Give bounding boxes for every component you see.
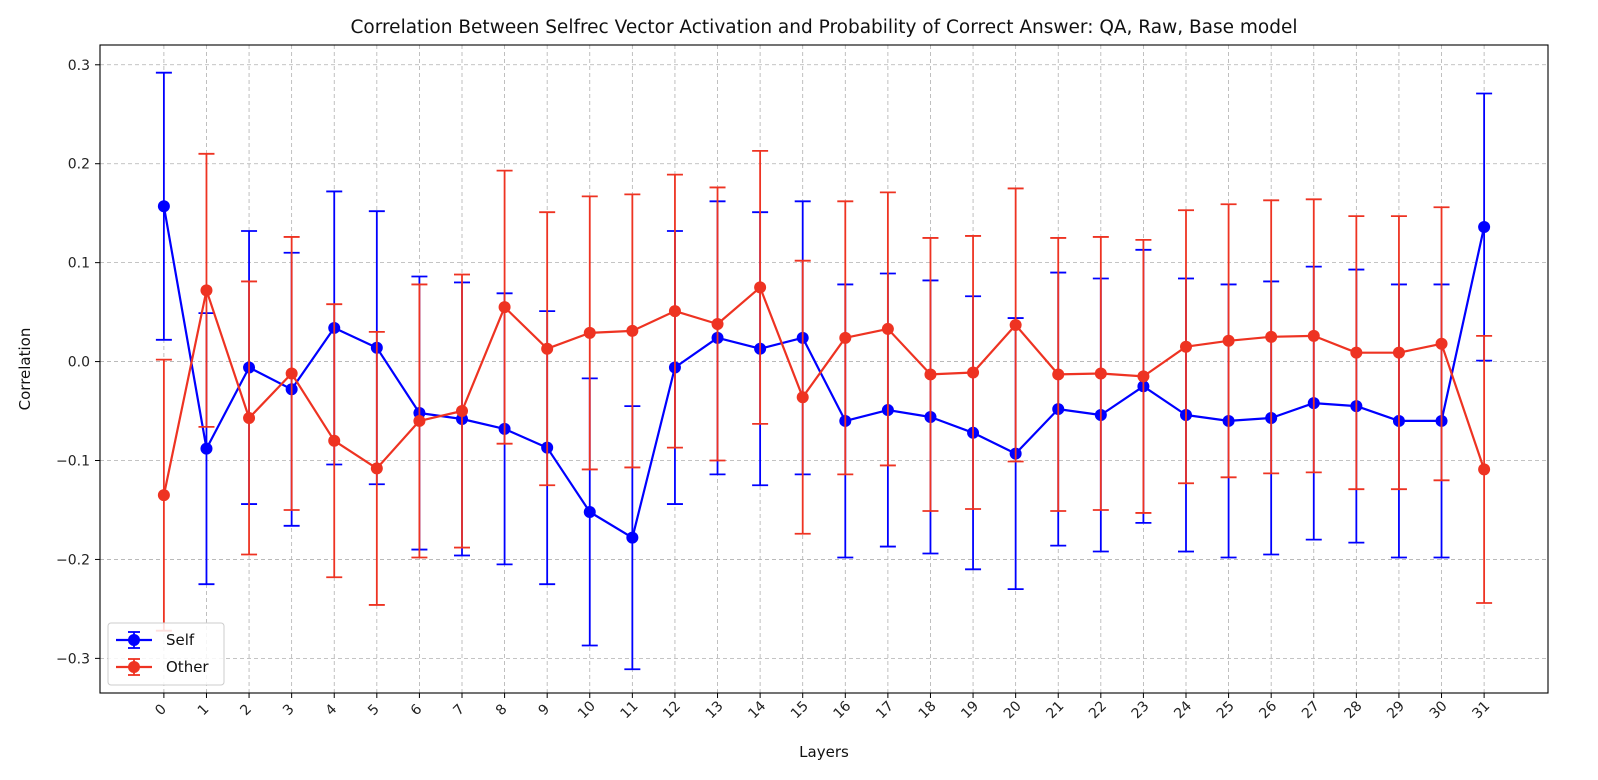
y-tick-label: −0.3 bbox=[56, 651, 90, 667]
y-tick-label: −0.1 bbox=[56, 454, 90, 470]
data-point bbox=[1009, 318, 1022, 331]
data-point bbox=[370, 462, 383, 475]
legend-swatch-marker bbox=[128, 634, 140, 646]
data-point bbox=[626, 324, 639, 337]
data-point bbox=[1265, 330, 1278, 343]
data-point bbox=[924, 368, 937, 381]
data-point bbox=[754, 281, 767, 294]
y-tick-label: 0.1 bbox=[68, 256, 90, 272]
data-point bbox=[711, 317, 724, 330]
series-line bbox=[162, 206, 1486, 539]
data-point bbox=[1307, 329, 1320, 342]
data-point bbox=[1478, 221, 1491, 234]
plot-frame bbox=[99, 44, 1549, 694]
data-point bbox=[243, 411, 256, 424]
chart-title: Correlation Between Selfrec Vector Activ… bbox=[350, 17, 1297, 38]
y-tick-label: 0.3 bbox=[68, 58, 90, 74]
legend-item-self: Self bbox=[116, 631, 195, 649]
series-layer bbox=[155, 71, 1493, 671]
data-point bbox=[1222, 334, 1235, 347]
data-point bbox=[1435, 337, 1448, 350]
data-point bbox=[157, 489, 170, 502]
data-point bbox=[1392, 346, 1405, 359]
data-point bbox=[1180, 340, 1192, 353]
data-point bbox=[1052, 368, 1065, 381]
data-point bbox=[583, 505, 596, 518]
data-point bbox=[200, 442, 213, 455]
legend-label: Other bbox=[166, 658, 209, 676]
data-point bbox=[839, 331, 852, 344]
data-point bbox=[456, 405, 468, 418]
data-point bbox=[796, 391, 809, 404]
data-point bbox=[413, 414, 426, 427]
legend-item-other: Other bbox=[116, 658, 209, 676]
series-other bbox=[155, 149, 1493, 632]
data-point bbox=[583, 326, 596, 339]
data-point bbox=[967, 366, 980, 379]
legend: Self Other bbox=[107, 622, 225, 686]
legend-swatch-marker bbox=[128, 661, 140, 673]
data-point bbox=[157, 200, 170, 213]
data-point bbox=[881, 322, 894, 335]
data-point bbox=[328, 434, 341, 447]
data-point bbox=[285, 367, 298, 380]
data-point bbox=[668, 305, 681, 318]
series-line bbox=[162, 286, 1486, 496]
data-point bbox=[1478, 463, 1491, 476]
data-point bbox=[541, 342, 554, 355]
legend-label: Self bbox=[166, 631, 195, 649]
y-tick-label: 0.2 bbox=[68, 157, 90, 173]
x-axis-label: Layers bbox=[799, 743, 849, 761]
y-axis-label: Correlation bbox=[16, 328, 34, 411]
y-tick-label: −0.2 bbox=[56, 552, 90, 568]
data-point bbox=[1094, 367, 1107, 380]
data-point bbox=[1350, 346, 1363, 359]
data-point bbox=[498, 301, 511, 314]
data-point bbox=[200, 284, 213, 297]
data-point bbox=[626, 531, 639, 544]
data-point bbox=[1137, 370, 1150, 383]
y-tick-label: 0.0 bbox=[68, 355, 90, 371]
